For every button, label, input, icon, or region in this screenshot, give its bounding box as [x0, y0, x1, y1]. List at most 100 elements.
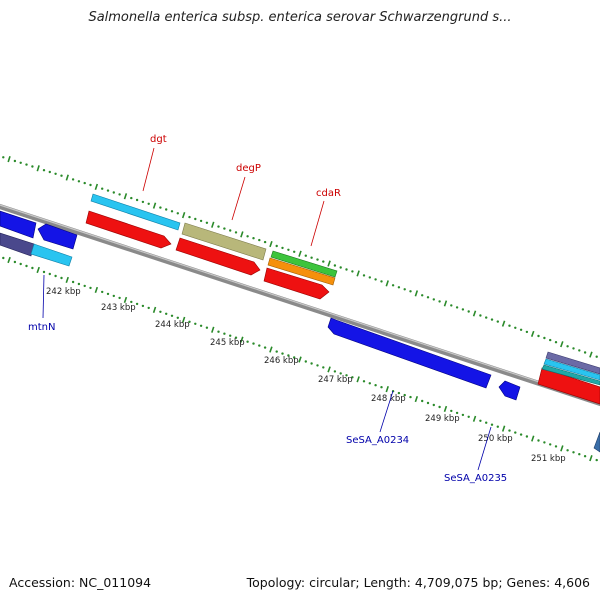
- ring-dot: [101, 187, 104, 190]
- ring-dot: [426, 296, 430, 299]
- ring-dot: [397, 391, 401, 395]
- ring-dot: [362, 380, 366, 383]
- ring-dot: [496, 425, 499, 428]
- ring-tick: [123, 296, 128, 303]
- scale-tick-label: 245 kbp: [210, 338, 245, 348]
- ring-dot: [42, 169, 46, 172]
- feature-SeSA_A0235[interactable]: [498, 380, 521, 401]
- ring-dot: [60, 276, 63, 280]
- feature-right-cds-2[interactable]: [543, 358, 600, 381]
- ring-dot: [194, 322, 197, 325]
- feature-dgt-cds[interactable]: [90, 193, 181, 231]
- ring-dot: [205, 221, 209, 224]
- ring-dot: [60, 174, 63, 177]
- ring-dot: [159, 206, 162, 209]
- ring-tick: [443, 405, 448, 413]
- ring-dot: [293, 356, 296, 359]
- ring-dot: [2, 156, 5, 159]
- ring-dot: [71, 280, 75, 284]
- ring-tick: [65, 174, 69, 181]
- feature-left-blue-2[interactable]: [37, 223, 78, 250]
- ring-tick: [123, 193, 128, 200]
- ring-tick: [240, 336, 244, 343]
- gene-label-SeSA_A0235[interactable]: SeSA_A0235: [444, 473, 507, 484]
- ring-dot: [368, 276, 371, 279]
- ring-dot: [322, 366, 325, 369]
- scale-tick-label: 249 kbp: [425, 414, 460, 424]
- ring-dot: [112, 191, 116, 194]
- scale-tick-label: 242 kbp: [46, 287, 81, 297]
- ring-dot: [25, 264, 28, 268]
- ring-dot: [2, 256, 5, 260]
- ring-tick: [94, 286, 99, 294]
- ring-dot: [275, 244, 278, 248]
- ring-tick: [181, 316, 186, 323]
- gene-label-degP[interactable]: degP: [236, 163, 261, 174]
- ring-dot: [578, 349, 581, 352]
- ring-dot: [234, 231, 238, 234]
- feature-right-cds-3[interactable]: [541, 364, 600, 386]
- map-title: Salmonella enterica subsp. enterica sero…: [88, 10, 512, 25]
- ring-tick: [211, 221, 215, 228]
- ring-dot: [595, 355, 598, 358]
- feature-mtnN-cds[interactable]: [30, 243, 73, 267]
- feature-cdaR-cds[interactable]: [270, 250, 338, 278]
- ring-tick: [472, 310, 477, 317]
- ring-dot: [304, 360, 307, 363]
- ring-tick: [36, 266, 40, 274]
- ring-dot: [345, 268, 348, 271]
- gene-label-SeSA_A0234[interactable]: SeSA_A0234: [346, 435, 409, 446]
- ring-dot: [508, 324, 511, 327]
- feature-degP-cds[interactable]: [181, 222, 267, 261]
- ring-dot: [258, 344, 261, 347]
- feature-SeSA_A0234[interactable]: [327, 317, 492, 389]
- ring-dot: [13, 260, 17, 264]
- ring-dot: [246, 235, 249, 238]
- ring-tick: [356, 270, 360, 277]
- ring-dot: [333, 370, 337, 373]
- feature-cdaR-gene[interactable]: [263, 267, 330, 300]
- ring-tick: [414, 395, 419, 403]
- ring-dot: [31, 266, 34, 270]
- genome-summary-text: Topology: circular; Length: 4,709,075 bp…: [246, 575, 590, 590]
- ring-dot: [31, 165, 34, 168]
- ring-dot: [217, 330, 220, 333]
- feature-right-gene[interactable]: [537, 367, 600, 405]
- ring-dot: [554, 445, 558, 448]
- gene-label-cdaR[interactable]: cdaR: [316, 188, 341, 199]
- ring-dot: [176, 212, 179, 215]
- ring-dot: [461, 413, 465, 417]
- ring-dot: [543, 336, 546, 340]
- genome-backbone-highlight: [0, 204, 600, 403]
- feature-dgt-gene[interactable]: [85, 210, 172, 249]
- ring-dot: [229, 334, 232, 337]
- feature-degP-gene[interactable]: [175, 237, 261, 276]
- feature-left-purple[interactable]: [0, 232, 35, 257]
- ring-dot: [304, 254, 307, 257]
- ring-tick: [298, 250, 302, 257]
- ring-dot: [170, 210, 174, 213]
- ring-dot: [421, 399, 424, 403]
- gene-labels: dgt degP cdaR mtnN SeSA_A0234 SeSA_A0235: [28, 134, 507, 484]
- ring-dot: [583, 351, 587, 354]
- ring-dot: [112, 294, 116, 298]
- feature-left-blue-1[interactable]: [0, 210, 37, 239]
- feature-bottom-right[interactable]: [593, 431, 600, 453]
- ring-dot: [252, 342, 255, 345]
- ring-dot: [19, 262, 22, 266]
- gene-label-dgt[interactable]: dgt: [150, 134, 167, 145]
- ring-dot: [310, 362, 313, 365]
- ring-tick: [65, 276, 69, 284]
- ring-dot: [194, 217, 197, 221]
- ring-tick: [560, 445, 564, 452]
- feature-cdaR-misc[interactable]: [267, 257, 336, 286]
- genome-backbone: [0, 203, 600, 407]
- ring-dot: [147, 306, 150, 310]
- ring-dot: [485, 421, 488, 424]
- ring-dot: [89, 286, 92, 290]
- gene-label-mtnN[interactable]: mtnN: [28, 322, 55, 333]
- ring-tick: [414, 290, 419, 297]
- ring-dot: [263, 346, 267, 349]
- feature-right-cds-1[interactable]: [545, 351, 600, 375]
- ring-dot: [42, 270, 46, 274]
